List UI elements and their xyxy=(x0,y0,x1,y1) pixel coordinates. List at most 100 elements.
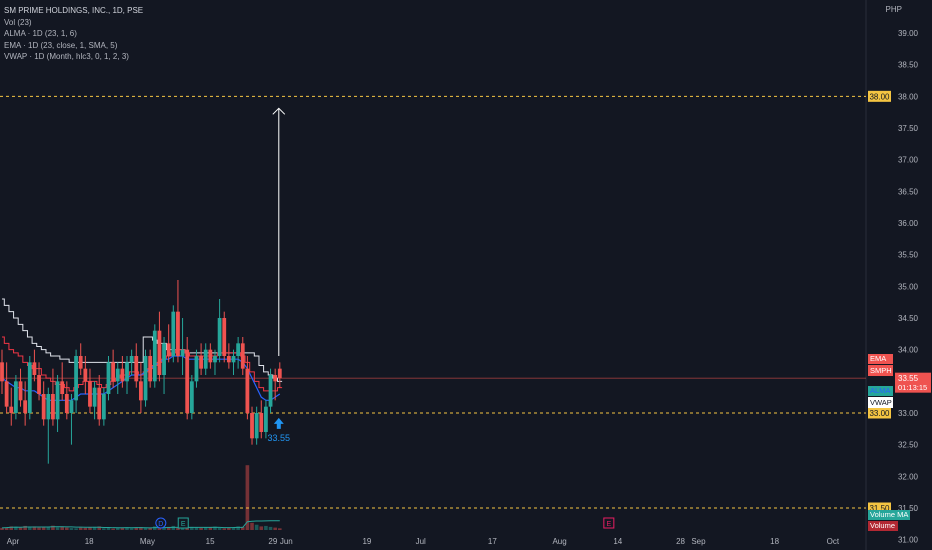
volume-bar xyxy=(199,527,203,530)
volume-bar xyxy=(268,526,273,530)
candle-body xyxy=(139,381,143,401)
candle-body xyxy=(120,368,125,382)
candle-body xyxy=(51,394,55,420)
candle-body xyxy=(13,381,18,413)
volume-bar xyxy=(83,527,88,530)
legend-alma[interactable]: ALMA · 1D (23, 1, 6) xyxy=(4,29,77,38)
volume-bar xyxy=(18,527,23,530)
candle-body xyxy=(129,356,134,363)
legend-vwap[interactable]: VWAP · 1D (Month, hlc3, 0, 1, 2, 3) xyxy=(4,52,129,61)
candle-body xyxy=(166,343,171,356)
volume-bar xyxy=(180,527,185,530)
volume-scale-label: Volume xyxy=(870,521,895,530)
volume-bar xyxy=(217,528,222,530)
candle-body xyxy=(171,311,176,356)
x-tick-label: May xyxy=(140,537,155,546)
candle-body xyxy=(250,413,254,439)
volume-bar xyxy=(240,526,245,530)
currency-label: PHP xyxy=(886,5,902,14)
y-tick-label: 37.50 xyxy=(898,124,919,133)
x-tick-label: Apr xyxy=(7,537,20,546)
candle-body xyxy=(92,387,97,407)
earnings-event-icon xyxy=(603,517,615,529)
volume-bar xyxy=(171,525,176,530)
candle-body xyxy=(231,356,236,363)
candle-body xyxy=(185,349,190,413)
candle-body xyxy=(111,362,116,382)
volume-bar xyxy=(139,527,143,530)
volume-bar xyxy=(111,528,115,530)
candle-body xyxy=(245,368,250,413)
alma-scale-tag xyxy=(868,386,893,396)
candle-body xyxy=(240,343,245,369)
legend-ema[interactable]: EMA · 1D (23, close, 1, SMA, 5) xyxy=(4,40,118,50)
volume-bar xyxy=(176,528,180,530)
x-tick-label: 17 xyxy=(488,537,497,546)
volume-bar xyxy=(190,526,194,530)
chart-title[interactable]: SM PRIME HOLDINGS, INC., 1D, PSE xyxy=(4,6,144,15)
volume-bar xyxy=(185,528,189,530)
volume-bar xyxy=(106,527,111,530)
volume-bar xyxy=(78,527,83,530)
candle-body xyxy=(115,368,120,382)
candle-body xyxy=(162,343,166,375)
candle-body xyxy=(148,356,153,382)
candle-body xyxy=(176,311,180,356)
candle-body xyxy=(64,394,69,413)
y-tick-label: 36.00 xyxy=(898,219,919,228)
y-tick-label: 37.00 xyxy=(898,156,919,165)
x-tick-label: 15 xyxy=(206,537,215,546)
candle-body xyxy=(9,406,14,413)
candle-body xyxy=(180,349,185,356)
volume-bar xyxy=(157,527,162,530)
legend-volume[interactable]: Vol (23) xyxy=(4,17,32,27)
candle-body xyxy=(264,406,268,432)
volume-bar xyxy=(51,525,55,530)
volume-bar xyxy=(32,526,37,530)
signal-label: 33.55 xyxy=(268,433,291,443)
last-price-tag xyxy=(895,372,931,393)
candle-body xyxy=(60,381,65,394)
volume-bar xyxy=(69,528,74,530)
volume-bar xyxy=(97,526,102,530)
volume-bar xyxy=(227,527,231,530)
volume-bar xyxy=(278,528,282,530)
y-tick-label: 38.50 xyxy=(898,61,919,70)
y-tick-label: 32.00 xyxy=(898,472,919,481)
candle-body xyxy=(32,362,37,375)
volume-bar xyxy=(231,527,236,530)
level-price-tag xyxy=(868,407,891,419)
chart-legend: SM PRIME HOLDINGS, INC., 1D, PSE Vol (23… xyxy=(4,5,143,63)
volume-bar xyxy=(60,526,64,530)
volume-ma-line xyxy=(1,520,280,529)
candle-body xyxy=(74,356,78,401)
candle-body xyxy=(189,381,194,413)
x-tick-label: 28 xyxy=(676,537,685,546)
y-tick-label: 39.00 xyxy=(898,29,919,38)
volume-bar xyxy=(120,527,125,530)
volume-bar xyxy=(194,527,199,530)
volume-bar xyxy=(65,527,69,530)
volume-bar xyxy=(41,526,46,530)
x-tick-label: Aug xyxy=(552,537,566,546)
vwap-scale-label: VWAP xyxy=(870,398,892,407)
last-price-countdown: 01:13:15 xyxy=(898,383,927,392)
volume-bar xyxy=(259,526,264,530)
ema-scale-label: EMA xyxy=(870,354,886,363)
volume-bar xyxy=(115,528,120,530)
earnings-event-icon xyxy=(177,517,189,529)
x-tick-label: 29 xyxy=(268,537,277,546)
candle-body xyxy=(23,400,28,413)
x-tick-label: Jun xyxy=(280,537,293,546)
candle-body xyxy=(46,394,51,420)
candle-body xyxy=(143,356,148,401)
candle-body xyxy=(222,318,227,356)
volume-bar xyxy=(236,526,240,530)
volume-bar xyxy=(37,527,41,530)
volume-bar xyxy=(129,528,134,530)
candle-body xyxy=(18,381,23,401)
volume-ma-scale-label: Volume MA xyxy=(870,510,908,519)
candle-body xyxy=(203,349,208,369)
candle-body xyxy=(83,368,88,382)
